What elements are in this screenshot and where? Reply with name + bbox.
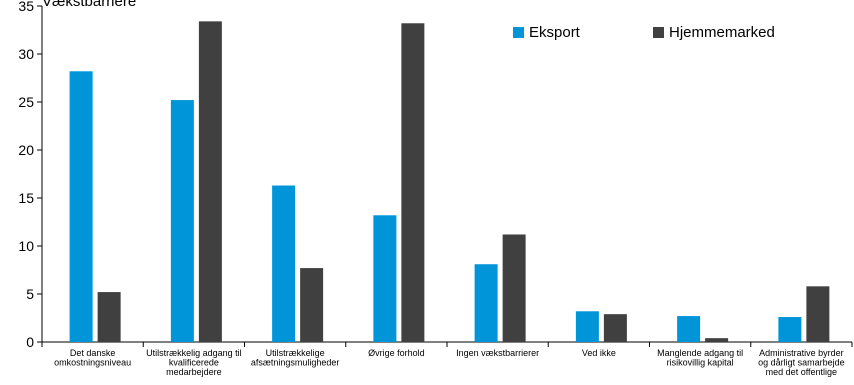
- x-category-label: risikovillig kapital: [667, 358, 734, 368]
- y-tick-label: 0: [26, 334, 34, 350]
- x-category-label: kvalificerede: [169, 358, 219, 368]
- bar-hjemmemarked: [705, 338, 729, 342]
- y-tick-label: 20: [18, 142, 34, 158]
- bar-eksport: [575, 311, 599, 342]
- bar-hjemmemarked: [603, 314, 627, 342]
- legend-label: Eksport: [529, 24, 581, 41]
- y-tick-label: 10: [18, 238, 34, 254]
- bar-hjemmemarked: [198, 21, 222, 343]
- chart-title-fragment: Vækstbarriere: [42, 0, 136, 10]
- legend: Eksport Hjemmemarked: [513, 24, 775, 41]
- y-tick-label: 35: [18, 0, 34, 14]
- x-category-label: afsætningsmuligheder: [251, 358, 340, 368]
- x-category-label: Administrative byrder: [759, 348, 844, 358]
- bar-hjemmemarked: [401, 23, 425, 343]
- x-category-label: og dårligt samarbejde: [758, 358, 845, 368]
- x-category-label: Utilstrækkelige: [266, 348, 325, 358]
- x-category-label: Manglende adgang til: [657, 348, 743, 358]
- y-tick-label: 25: [18, 94, 34, 110]
- x-category-label: med det offentlige: [766, 367, 837, 377]
- bar-eksport: [69, 71, 93, 342]
- x-category-label: Ingen vækstbarrierer: [456, 348, 539, 358]
- x-category-label: medarbejdere: [166, 367, 222, 377]
- legend-label: Hjemmemarked: [669, 24, 775, 41]
- bars: [69, 21, 830, 343]
- bar-hjemmemarked: [97, 292, 121, 342]
- x-category-label: Det danske: [70, 348, 116, 358]
- x-category-label: Utilstrækkelig adgang til: [146, 348, 242, 358]
- bar-eksport: [474, 264, 498, 342]
- legend-swatch-hjemmemarked: [653, 27, 664, 38]
- bar-eksport: [778, 317, 802, 342]
- x-category-label: Ved ikke: [582, 348, 616, 358]
- bar-eksport: [677, 316, 701, 342]
- bar-eksport: [373, 215, 397, 342]
- bar-hjemmemarked: [502, 234, 526, 342]
- y-tick-label: 5: [26, 286, 34, 302]
- x-category-label: Øvrige forhold: [368, 348, 425, 358]
- x-category-label: omkostningsniveau: [54, 358, 131, 368]
- bar-eksport: [272, 185, 296, 342]
- bar-hjemmemarked: [300, 268, 324, 342]
- bar-hjemmemarked: [806, 286, 830, 342]
- axes: 0 5 10 15 20 25 30 35: [18, 0, 853, 350]
- y-tick-label: 15: [18, 190, 34, 206]
- y-tick-label: 30: [18, 46, 34, 62]
- legend-swatch-eksport: [513, 27, 524, 38]
- bar-eksport: [170, 100, 194, 342]
